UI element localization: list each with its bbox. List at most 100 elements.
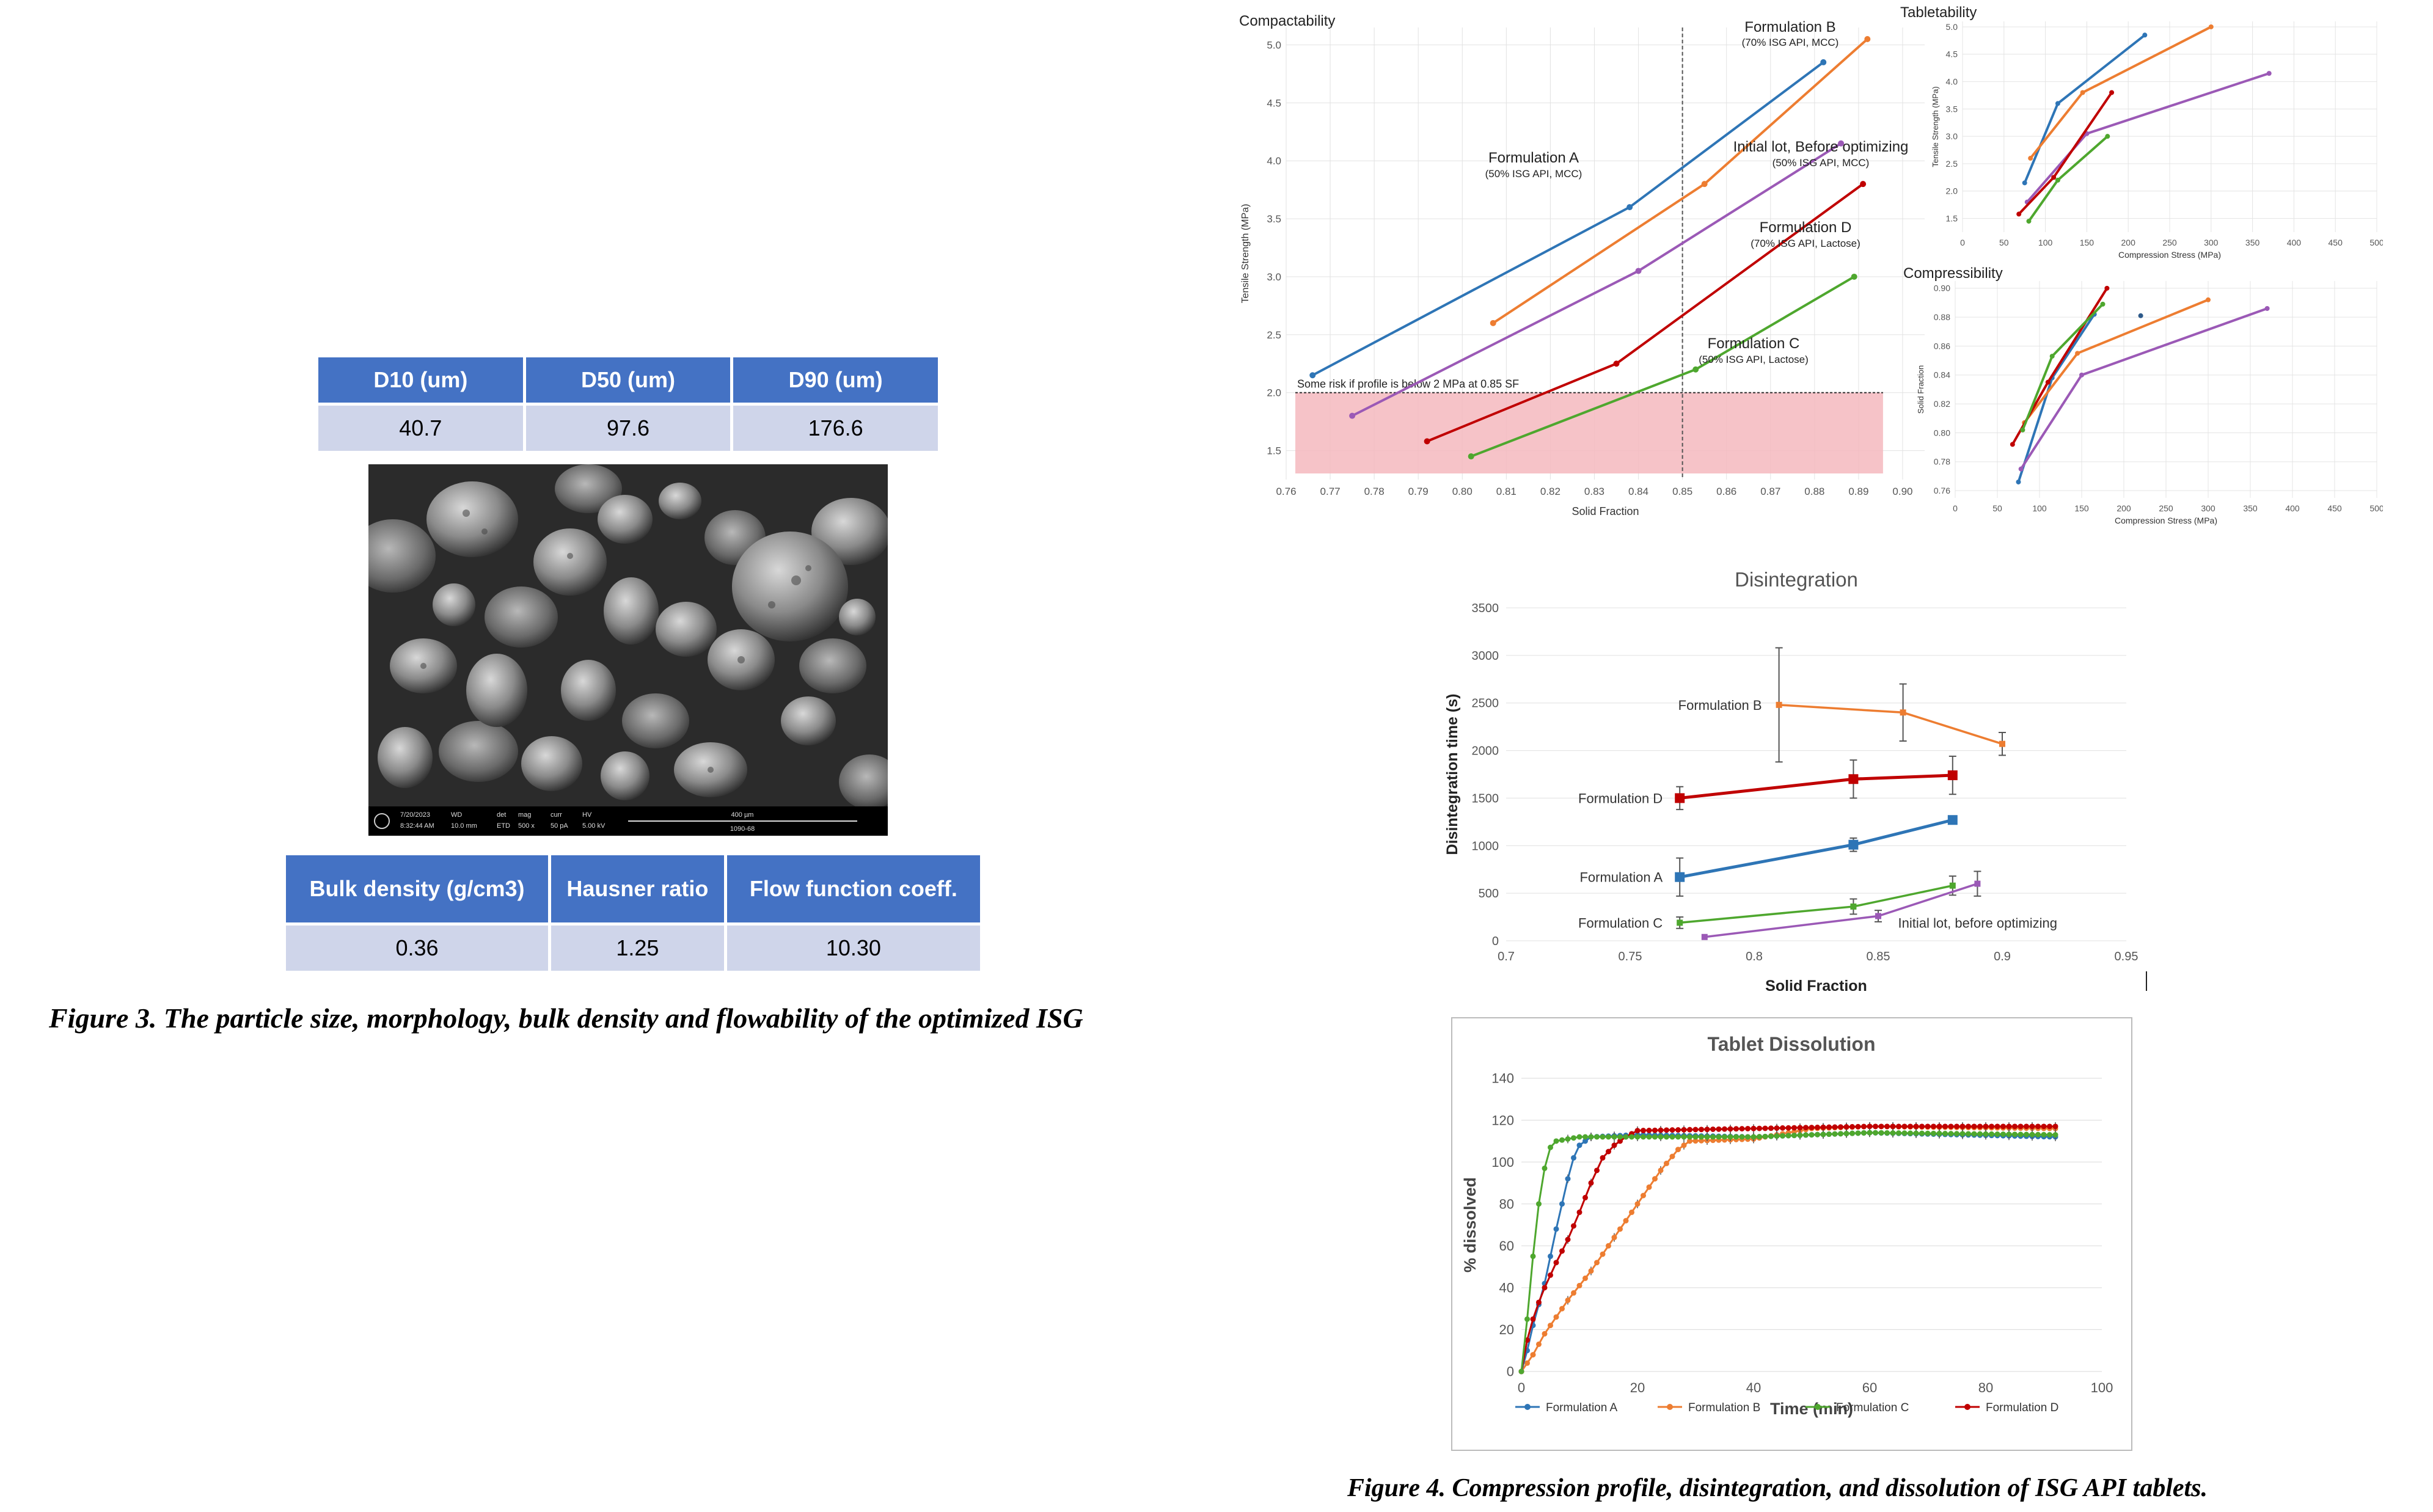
dissolution-point-d — [1559, 1248, 1565, 1254]
dissolution-point-b — [1548, 1323, 1553, 1329]
dissolution-point-b — [1791, 1128, 1797, 1134]
dissolution-point-b — [1675, 1147, 1681, 1153]
dissolution-point-c — [1518, 1368, 1524, 1375]
dissolution-point-c — [1658, 1134, 1664, 1140]
disint-label-a: Formulation A — [1579, 870, 1663, 885]
x-tick-label: 0.79 — [1408, 486, 1429, 497]
dissolution-point-c — [1739, 1134, 1745, 1140]
legend-marker-b — [1667, 1404, 1673, 1410]
dissolution-point-d — [1606, 1149, 1611, 1155]
dissolution-point-a — [1559, 1201, 1565, 1207]
legend-label-b: Formulation B — [1688, 1401, 1760, 1414]
sub-formulation-c: (50% ISG API, Lactose) — [1699, 354, 1809, 365]
dissolution-point-c — [1820, 1131, 1826, 1138]
dissolution-point-d — [1542, 1285, 1548, 1291]
y-tick-label: 40 — [1499, 1280, 1514, 1296]
ffc-header: Flow function coeff. — [726, 855, 980, 922]
dissolution-point-c — [1785, 1133, 1791, 1139]
dissolution-point-d — [1971, 1123, 1977, 1130]
data-point-d — [2045, 379, 2051, 385]
dissolution-point-d — [1983, 1123, 1989, 1130]
dissolution-point-d — [1617, 1138, 1623, 1144]
d50-header: D50 (um) — [525, 357, 731, 403]
compactability-title: Compactability — [1239, 13, 1335, 29]
x-tick-label: 500 — [2369, 503, 2383, 513]
data-point-initial — [1838, 140, 1845, 147]
dissolution-point-c — [1919, 1130, 1925, 1136]
dissolution-point-c — [1855, 1130, 1861, 1136]
dissolution-point-c — [1548, 1144, 1553, 1150]
dissolution-point-b — [1588, 1268, 1594, 1274]
disint-marker-d — [1848, 774, 1859, 784]
sub-formulation-b: (70% ISG API, MCC) — [1742, 37, 1839, 48]
disint-marker-d — [1675, 793, 1685, 803]
dissolution-point-b — [1594, 1260, 1600, 1266]
dissolution-point-d — [1739, 1126, 1745, 1132]
y-tick-label: 4.5 — [1946, 49, 1958, 59]
sem-scale-label: 400 µm — [731, 811, 754, 819]
dissolution-point-c — [1611, 1134, 1617, 1140]
dissolution-point-c — [1861, 1130, 1867, 1136]
label-formulation-c: Formulation C — [1708, 335, 1800, 352]
legend-label-a: Formulation A — [1546, 1401, 1618, 1414]
data-point-d — [2016, 211, 2022, 217]
y-tick-label: 500 — [1479, 887, 1499, 900]
disint-marker-b — [1776, 701, 1782, 708]
dissolution-point-d — [1959, 1123, 1966, 1130]
sem-micrograph: 7/20/2023 8:32:44 AM WD 10.0 mm det ETD … — [368, 464, 888, 836]
compactability-chart: Compactability Some risk if profile is b… — [1239, 13, 1925, 517]
x-tick-label: 0.85 — [1672, 486, 1692, 497]
disint-line-a — [1679, 818, 1953, 879]
disintegration-title: Disintegration — [1735, 568, 1858, 591]
x-tick-label: 0.87 — [1760, 486, 1780, 497]
dissolution-y-label: % dissolved — [1461, 1177, 1479, 1273]
dissolution-point-b — [1634, 1201, 1641, 1207]
dissolution-point-b — [1658, 1167, 1664, 1174]
x-tick-label: 0.7 — [1498, 950, 1515, 963]
dissolution-point-d — [2006, 1123, 2012, 1130]
dissolution-point-c — [1890, 1130, 1896, 1136]
dissolution-point-c — [1722, 1134, 1727, 1140]
y-tick-label: 20 — [1499, 1322, 1514, 1337]
x-tick-label: 60 — [1862, 1380, 1877, 1395]
dissolution-point-d — [1954, 1123, 1959, 1130]
dissolution-point-c — [1768, 1133, 1774, 1139]
data-point-initial — [2018, 466, 2024, 472]
particle-size-table: D10 (um) D50 (um) D90 (um) 40.7 97.6 176… — [315, 354, 941, 454]
disintegration-chart: Disintegration 0 500 1000 1500 2000 2500 3000 3… — [1444, 568, 2147, 995]
dissolution-point-c — [1954, 1131, 1959, 1137]
dissolution-point-d — [1867, 1123, 1873, 1130]
dissolution-point-d — [1576, 1209, 1582, 1215]
series-line-b — [1492, 38, 1868, 324]
x-tick-label: 0.8 — [1746, 950, 1763, 963]
dissolution-point-c — [1733, 1134, 1739, 1140]
dissolution-point-c — [1843, 1131, 1849, 1137]
y-tick-label: 140 — [1491, 1071, 1514, 1086]
dissolution-point-c — [1669, 1134, 1675, 1140]
disint-label-c: Formulation C — [1578, 915, 1663, 930]
dissolution-point-c — [2047, 1131, 2052, 1138]
dissolution-point-c — [1542, 1165, 1548, 1171]
x-tick-label: 150 — [2074, 503, 2089, 513]
disint-marker-c — [1850, 903, 1857, 910]
x-tick-label: 500 — [2369, 238, 2383, 247]
dissolution-point-d — [1901, 1123, 1908, 1130]
data-point-c — [2105, 134, 2110, 139]
dissolution-point-d — [1780, 1125, 1785, 1131]
dissolution-point-d — [1768, 1125, 1774, 1131]
disint-line-d — [1679, 773, 1953, 800]
data-point-c — [1851, 273, 1857, 280]
sub-formulation-d: (70% ISG API, Lactose) — [1751, 238, 1860, 249]
dissolution-point-d — [2041, 1123, 2047, 1130]
dissolution-point-d — [1646, 1127, 1652, 1133]
dissolution-point-d — [1855, 1123, 1861, 1130]
y-tick-label: 3.0 — [1946, 131, 1958, 141]
sem-time: 8:32:44 AM — [400, 822, 434, 830]
data-point-b — [1864, 35, 1871, 42]
dissolution-point-d — [1536, 1299, 1542, 1306]
dissolution-point-b — [1617, 1226, 1623, 1232]
dissolution-point-d — [1861, 1123, 1867, 1130]
disint-marker-b — [1999, 740, 2005, 747]
hausner-ratio-value: 1.25 — [551, 926, 724, 971]
tabletability-title: Tabletability — [1900, 4, 1977, 21]
